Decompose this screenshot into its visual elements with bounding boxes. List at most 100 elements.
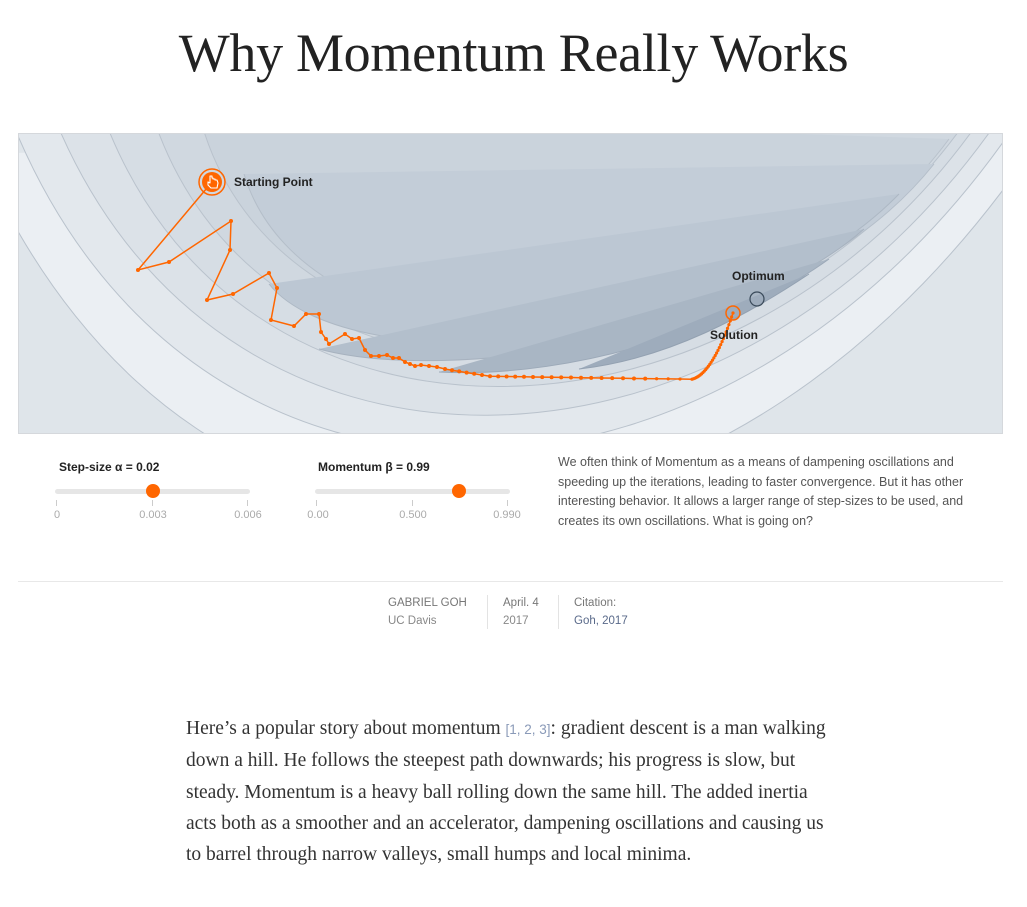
optimization-path xyxy=(135,181,735,381)
path-iterate-point xyxy=(269,318,273,322)
path-iterate-point xyxy=(559,375,564,380)
path-iterate-point xyxy=(504,374,509,379)
path-iterate-point xyxy=(610,376,615,381)
path-iterate-point xyxy=(464,370,469,375)
path-iterate-point xyxy=(655,377,659,381)
path-iterate-point xyxy=(730,315,734,319)
step-size-tick xyxy=(56,500,57,506)
path-iterate-point xyxy=(513,374,518,379)
path-iterate-point xyxy=(427,364,431,368)
optimum-label: Optimum xyxy=(732,269,785,283)
path-iterate-point xyxy=(457,369,462,374)
path-iterate-point xyxy=(569,375,573,380)
path-iterate-point xyxy=(267,271,271,275)
date-year: 2017 xyxy=(503,615,529,627)
path-iterate-point xyxy=(391,356,395,360)
step-size-label: Step-size α = 0.02 xyxy=(59,460,160,474)
path-iterate-point xyxy=(136,268,140,272)
path-iterate-point xyxy=(724,330,728,334)
path-iterate-point xyxy=(443,367,447,371)
path-iterate-point xyxy=(385,353,389,357)
start-handle-ring[interactable] xyxy=(198,168,226,196)
momentum-label: Momentum β = 0.99 xyxy=(318,460,430,474)
start-handle[interactable] xyxy=(202,172,222,192)
momentum-tick xyxy=(412,500,413,506)
path-iterate-point xyxy=(363,348,367,352)
path-iterate-point xyxy=(522,374,526,379)
path-iterate-point xyxy=(621,376,625,381)
path-iterate-point xyxy=(408,362,412,366)
path-iterate-point xyxy=(435,365,439,369)
intro-text-1: Here’s a popular story about momentum xyxy=(186,718,506,739)
reference-links[interactable]: [1, 2, 3] xyxy=(505,722,551,737)
path-iterate-point xyxy=(643,376,648,381)
path-iterate-point xyxy=(589,375,594,380)
momentum-tick xyxy=(316,500,317,506)
path-iterate-point xyxy=(377,354,381,358)
byline-separator xyxy=(558,595,559,629)
path-iterate-point xyxy=(727,323,731,327)
path-iterate-point xyxy=(419,363,423,367)
contour-ring xyxy=(578,273,810,370)
path-iterate-point xyxy=(357,336,361,340)
path-iterate-point xyxy=(413,364,417,368)
path-iterate-point xyxy=(317,312,321,316)
intro-paragraph: Here’s a popular story about momentum [1… xyxy=(186,713,826,870)
divider xyxy=(18,581,1003,582)
path-iterate-point xyxy=(369,354,373,358)
path-iterate-point xyxy=(450,368,454,373)
path-iterate-point xyxy=(275,286,279,290)
path-iterate-point xyxy=(678,377,682,381)
citation-label: Citation: xyxy=(574,597,617,609)
path-iterate-point xyxy=(292,324,296,328)
byline-date: April. 4 2017 xyxy=(503,594,539,630)
path-iterate-point xyxy=(304,312,308,316)
citation-link[interactable]: Goh, 2017 xyxy=(574,615,628,627)
step-size-tick xyxy=(247,500,248,506)
path-iterate-point xyxy=(327,342,331,346)
momentum-slider-thumb[interactable] xyxy=(452,484,467,498)
path-iterate-point xyxy=(350,337,354,341)
page-title: Why Momentum Really Works xyxy=(178,23,849,83)
momentum-tick-label: 0.990 xyxy=(493,509,521,521)
momentum-tick-label: 0.500 xyxy=(399,509,427,521)
momentum-figure[interactable]: Starting Point Optimum Solution xyxy=(18,133,1003,434)
path-iterate-point xyxy=(229,219,233,223)
path-iterate-point xyxy=(717,345,721,350)
path-iterate-point xyxy=(488,374,492,379)
author-affiliation[interactable]: UC Davis xyxy=(388,615,437,627)
path-iterate-point xyxy=(472,371,477,376)
momentum-tick-label: 0.00 xyxy=(307,509,329,521)
path-iterate-point xyxy=(343,332,347,336)
contour-plot: Starting Point Optimum Solution xyxy=(19,134,1002,433)
path-iterate-point xyxy=(540,375,545,380)
author-name[interactable]: GABRIEL GOH xyxy=(388,597,467,609)
contour-lines xyxy=(19,134,1002,433)
path-iterate-point xyxy=(723,333,727,337)
momentum-slider-track[interactable] xyxy=(315,489,510,494)
path-iterate-point xyxy=(205,298,209,302)
path-iterate-point xyxy=(231,292,235,296)
step-size-tick-label: 0.003 xyxy=(139,509,167,521)
date-month-day: April. 4 xyxy=(503,597,539,609)
path-iterate-point xyxy=(496,374,501,379)
path-iterate-point xyxy=(712,356,716,360)
byline-citation: Citation: Goh, 2017 xyxy=(574,594,628,630)
path-iterate-point xyxy=(549,375,554,380)
hand-pointer-icon xyxy=(207,175,219,189)
momentum-tick xyxy=(507,500,508,506)
path-iterate-point xyxy=(731,311,735,315)
path-iterate-point xyxy=(666,377,670,381)
step-size-slider-thumb[interactable] xyxy=(145,484,160,498)
path-iterate-point xyxy=(480,373,484,377)
start-label: Starting Point xyxy=(234,175,313,189)
intro-text-2: : gradient descent is a man walking down… xyxy=(186,718,826,866)
path-iterate-point xyxy=(716,348,720,352)
path-iterate-point xyxy=(397,356,401,360)
path-iterate-point xyxy=(719,343,723,347)
path-iterate-point xyxy=(599,376,604,380)
path-iterate-point xyxy=(713,353,717,358)
path-iterate-point xyxy=(324,337,328,341)
path-iterate-point xyxy=(228,248,232,252)
step-size-tick-label: 0 xyxy=(53,509,61,521)
